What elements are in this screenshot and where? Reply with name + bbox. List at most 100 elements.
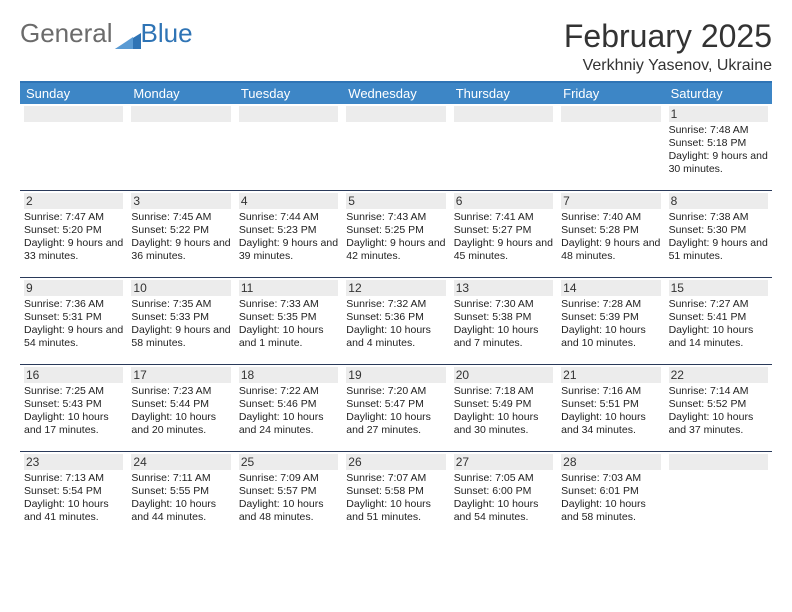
day-number-row: 13 [454, 280, 553, 296]
sunrise-text: Sunrise: 7:07 AM [346, 472, 445, 485]
daylight-text: Daylight: 9 hours and 39 minutes. [239, 237, 338, 263]
sunrise-text: Sunrise: 7:13 AM [24, 472, 123, 485]
logo-word2: Blue [141, 18, 193, 49]
day-info: Sunrise: 7:45 AMSunset: 5:22 PMDaylight:… [131, 211, 230, 264]
sunrise-text: Sunrise: 7:03 AM [561, 472, 660, 485]
daylight-text: Daylight: 10 hours and 51 minutes. [346, 498, 445, 524]
sunrise-text: Sunrise: 7:32 AM [346, 298, 445, 311]
day-number-row: 22 [669, 367, 768, 383]
day-number-row: 11 [239, 280, 338, 296]
day-number: 20 [454, 368, 469, 382]
sunset-text: Sunset: 5:55 PM [131, 485, 230, 498]
day-cell [665, 452, 772, 538]
sunset-text: Sunset: 5:36 PM [346, 311, 445, 324]
day-number: 11 [239, 281, 253, 295]
day-number: 8 [669, 194, 678, 208]
sunset-text: Sunset: 6:01 PM [561, 485, 660, 498]
sunrise-text: Sunrise: 7:25 AM [24, 385, 123, 398]
day-number-row: 18 [239, 367, 338, 383]
sunrise-text: Sunrise: 7:40 AM [561, 211, 660, 224]
daylight-text: Daylight: 9 hours and 45 minutes. [454, 237, 553, 263]
sunset-text: Sunset: 5:39 PM [561, 311, 660, 324]
day-cell [557, 104, 664, 190]
sunrise-text: Sunrise: 7:44 AM [239, 211, 338, 224]
sunset-text: Sunset: 5:33 PM [131, 311, 230, 324]
day-cell: 28 Sunrise: 7:03 AMSunset: 6:01 PMDayligh… [557, 452, 664, 538]
daylight-text: Daylight: 10 hours and 7 minutes. [454, 324, 553, 350]
day-number: 6 [454, 194, 463, 208]
day-info: Sunrise: 7:03 AMSunset: 6:01 PMDaylight:… [561, 472, 660, 525]
day-info: Sunrise: 7:22 AMSunset: 5:46 PMDaylight:… [239, 385, 338, 438]
daylight-text: Daylight: 10 hours and 14 minutes. [669, 324, 768, 350]
day-number: 14 [561, 281, 576, 295]
sunrise-text: Sunrise: 7:43 AM [346, 211, 445, 224]
week-row: 1 Sunrise: 7:48 AMSunset: 5:18 PMDaylight… [20, 104, 772, 190]
daylight-text: Daylight: 9 hours and 33 minutes. [24, 237, 123, 263]
day-cell [20, 104, 127, 190]
daylight-text: Daylight: 10 hours and 37 minutes. [669, 411, 768, 437]
day-number-row: 10 [131, 280, 230, 296]
daylight-text: Daylight: 10 hours and 10 minutes. [561, 324, 660, 350]
day-number: 19 [346, 368, 361, 382]
sunset-text: Sunset: 5:28 PM [561, 224, 660, 237]
sunset-text: Sunset: 5:58 PM [346, 485, 445, 498]
day-number-row: 9 [24, 280, 123, 296]
sunrise-text: Sunrise: 7:22 AM [239, 385, 338, 398]
daylight-text: Daylight: 9 hours and 42 minutes. [346, 237, 445, 263]
day-cell: 18 Sunrise: 7:22 AMSunset: 5:46 PMDayligh… [235, 365, 342, 451]
header: General Blue February 2025 Verkhniy Yase… [20, 18, 772, 75]
day-cell: 27Sunrise: 7:05 AMSunset: 6:00 PMDayligh… [450, 452, 557, 538]
day-number-row: 1 [669, 106, 768, 122]
sunrise-text: Sunrise: 7:47 AM [24, 211, 123, 224]
daylight-text: Daylight: 10 hours and 1 minute. [239, 324, 338, 350]
sunrise-text: Sunrise: 7:45 AM [131, 211, 230, 224]
day-number: 18 [239, 368, 254, 382]
day-info: Sunrise: 7:20 AMSunset: 5:47 PMDaylight:… [346, 385, 445, 438]
day-number-row: 26 [346, 454, 445, 470]
dow-label: Saturday [665, 83, 772, 104]
page-subtitle: Verkhniy Yasenov, Ukraine [564, 57, 772, 75]
week-row: 9Sunrise: 7:36 AMSunset: 5:31 PMDaylight… [20, 277, 772, 364]
day-info: Sunrise: 7:25 AMSunset: 5:43 PMDaylight:… [24, 385, 123, 438]
sunset-text: Sunset: 5:41 PM [669, 311, 768, 324]
sunrise-text: Sunrise: 7:38 AM [669, 211, 768, 224]
day-number-row [24, 106, 123, 122]
day-number-row: 27 [454, 454, 553, 470]
calendar: SundayMondayTuesdayWednesdayThursdayFrid… [20, 81, 772, 538]
dow-label: Sunday [20, 83, 127, 104]
day-cell: 26 Sunrise: 7:07 AMSunset: 5:58 PMDayligh… [342, 452, 449, 538]
day-number-row: 4 [239, 193, 338, 209]
day-info: Sunrise: 7:32 AMSunset: 5:36 PMDaylight:… [346, 298, 445, 351]
day-info: Sunrise: 7:33 AMSunset: 5:35 PMDaylight:… [239, 298, 338, 351]
sunset-text: Sunset: 5:30 PM [669, 224, 768, 237]
day-number-row [561, 106, 660, 122]
day-info: Sunrise: 7:13 AMSunset: 5:54 PMDaylight:… [24, 472, 123, 525]
day-info: Sunrise: 7:44 AMSunset: 5:23 PMDaylight:… [239, 211, 338, 264]
daylight-text: Daylight: 10 hours and 34 minutes. [561, 411, 660, 437]
dow-label: Wednesday [342, 83, 449, 104]
sunrise-text: Sunrise: 7:28 AM [561, 298, 660, 311]
day-number-row [346, 106, 445, 122]
sunrise-text: Sunrise: 7:33 AM [239, 298, 338, 311]
sunrise-text: Sunrise: 7:30 AM [454, 298, 553, 311]
day-number-row: 5 [346, 193, 445, 209]
day-number-row: 28 [561, 454, 660, 470]
day-cell [235, 104, 342, 190]
day-cell [342, 104, 449, 190]
day-info: Sunrise: 7:48 AMSunset: 5:18 PMDaylight:… [669, 124, 768, 177]
sunrise-text: Sunrise: 7:27 AM [669, 298, 768, 311]
sunrise-text: Sunrise: 7:05 AM [454, 472, 553, 485]
day-number: 1 [669, 107, 678, 121]
day-cell: 10 Sunrise: 7:35 AMSunset: 5:33 PMDayligh… [127, 278, 234, 364]
daylight-text: Daylight: 10 hours and 4 minutes. [346, 324, 445, 350]
dow-label: Thursday [450, 83, 557, 104]
sunrise-text: Sunrise: 7:11 AM [131, 472, 230, 485]
day-number-row: 25 [239, 454, 338, 470]
day-info: Sunrise: 7:35 AMSunset: 5:33 PMDaylight:… [131, 298, 230, 351]
day-number: 24 [131, 455, 146, 469]
day-number: 17 [131, 368, 146, 382]
daylight-text: Daylight: 10 hours and 44 minutes. [131, 498, 230, 524]
day-number-row: 21 [561, 367, 660, 383]
page-title: February 2025 [564, 18, 772, 55]
sunrise-text: Sunrise: 7:48 AM [669, 124, 768, 137]
